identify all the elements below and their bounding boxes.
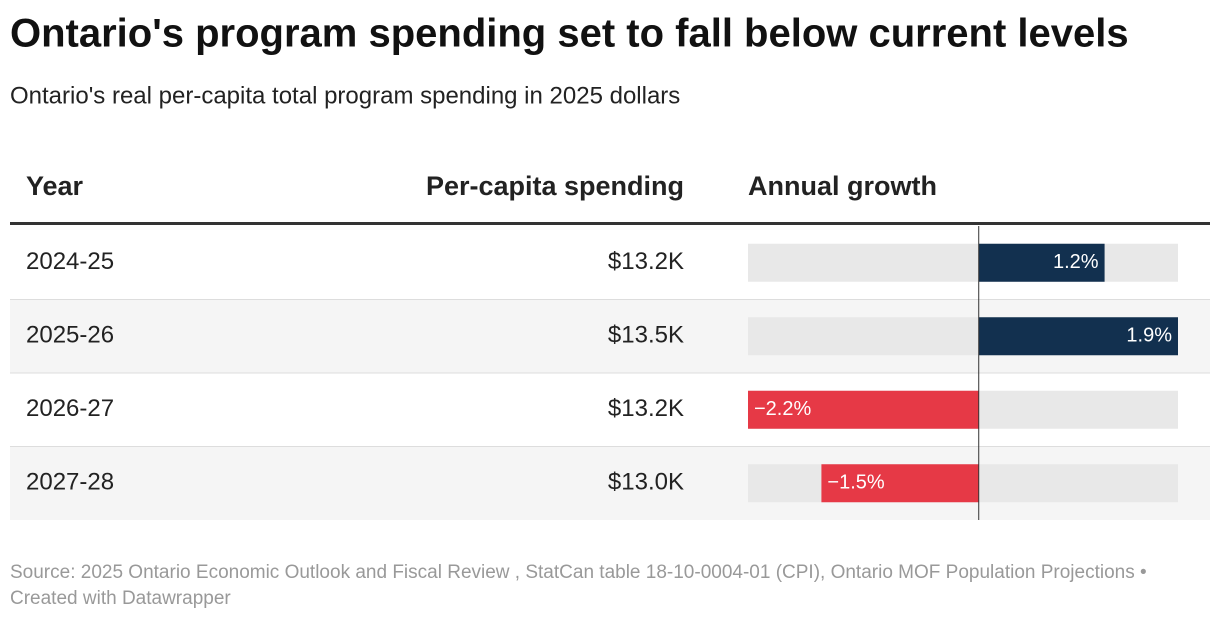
growth-label: −2.2% [754, 398, 811, 420]
growth-bar [978, 243, 1105, 282]
bar-track [748, 243, 1178, 282]
growth-bar [821, 464, 979, 503]
growth-label: −1.5% [827, 472, 884, 494]
growth-bar [978, 317, 1178, 356]
header-rule [10, 222, 1210, 225]
spending: $13.0K [608, 469, 684, 496]
subtitle: Ontario's real per-capita total program … [10, 82, 680, 109]
column-header: Annual growth [748, 171, 937, 201]
title: Ontario's program spending set to fall b… [10, 12, 1129, 56]
growth-label: 1.9% [1126, 325, 1172, 347]
year: 2024-25 [26, 248, 114, 275]
year: 2027-28 [26, 469, 114, 496]
growth-label: 1.2% [1053, 251, 1099, 273]
growth-bar [748, 390, 979, 429]
spending: $13.2K [608, 248, 684, 275]
column-header: Per-capita spending [426, 171, 684, 201]
footer: Source: 2025 Ontario Economic Outlook an… [10, 562, 1147, 609]
spending: $13.2K [608, 395, 684, 422]
year: 2025-26 [26, 322, 114, 349]
table-chart: Ontario's program spending set to fall b… [10, 12, 1210, 520]
column-header: Year [26, 171, 84, 201]
spending: $13.5K [608, 322, 684, 349]
year: 2026-27 [26, 395, 114, 422]
